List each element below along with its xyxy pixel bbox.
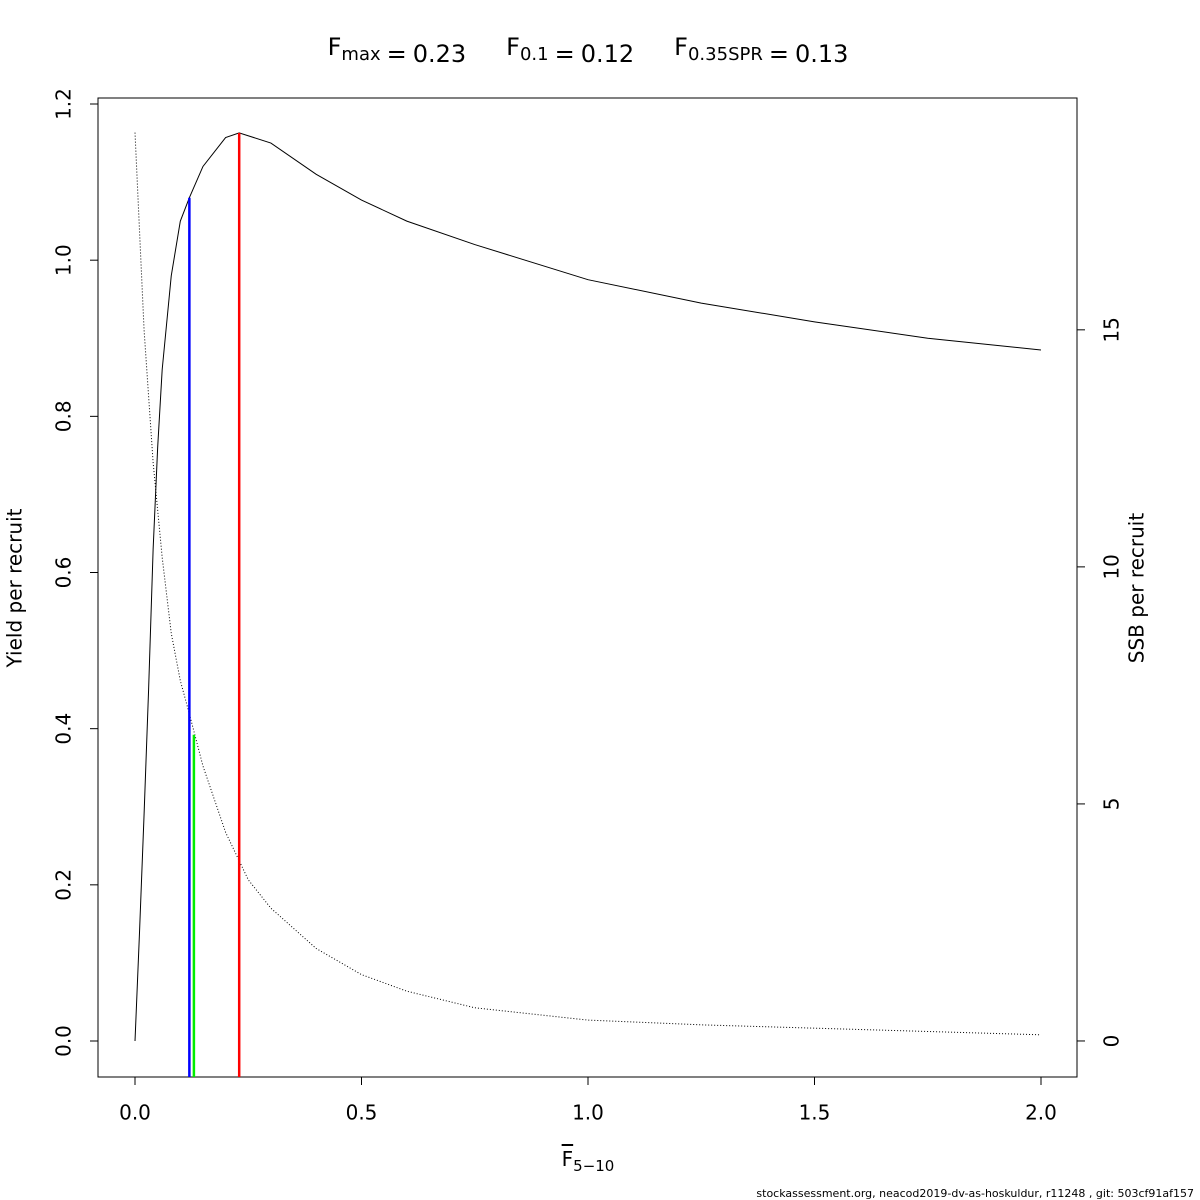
- title-sign: =: [555, 40, 575, 68]
- x-tick-label: 1.5: [799, 1101, 831, 1125]
- y2-tick-label: 5: [1100, 798, 1124, 811]
- y-tick-label: 0.2: [52, 869, 76, 901]
- y2-tick-label: 0: [1100, 1035, 1124, 1048]
- y-tick-label: 0.6: [52, 557, 76, 589]
- y-tick-label: 1.0: [52, 244, 76, 276]
- y-tick-label: 1.2: [52, 88, 76, 120]
- title-subscript: 0.1: [520, 44, 549, 65]
- y2-axis-label: SSB per recruit: [1125, 513, 1149, 664]
- footer: stockassessment.org, neacod2019-dv-as-ho…: [756, 1187, 1194, 1200]
- title-subscript: 0.35SPR: [688, 44, 763, 65]
- x-axis-label: F5−10: [562, 1147, 615, 1175]
- y-tick-label: 0.8: [52, 400, 76, 432]
- x-label-main: F: [562, 1147, 574, 1171]
- series-line: [134, 132, 1042, 1036]
- x-tick-label: 1.0: [572, 1101, 604, 1125]
- x-tick-label: 2.0: [1025, 1101, 1057, 1125]
- title-symbol: F: [328, 33, 342, 61]
- x-label-subscript: 5−10: [573, 1157, 614, 1175]
- title-value: 0.13: [795, 40, 848, 68]
- title-symbol: F: [506, 33, 520, 61]
- x-tick-label: 0.0: [119, 1101, 151, 1125]
- y2-tick-label: 15: [1100, 317, 1124, 342]
- title-sign: =: [387, 40, 407, 68]
- title-sign: =: [769, 40, 789, 68]
- plot-frame: [97, 97, 1078, 1078]
- y-tick-label: 0.4: [52, 713, 76, 745]
- title-symbol: F: [674, 33, 688, 61]
- title-value: 0.12: [581, 40, 634, 68]
- series-line: [134, 132, 1042, 1042]
- y-tick-label: 0.0: [52, 1025, 76, 1057]
- y-axis-label: Yield per recruit: [3, 508, 27, 668]
- title-subscript: max: [341, 44, 381, 65]
- chart-title: Fmax = 0.23 F0.1 = 0.12 F0.35SPR = 0.13: [328, 33, 849, 68]
- y2-tick-label: 10: [1100, 554, 1124, 579]
- title-value: 0.23: [413, 40, 466, 68]
- x-tick-label: 0.5: [346, 1101, 378, 1125]
